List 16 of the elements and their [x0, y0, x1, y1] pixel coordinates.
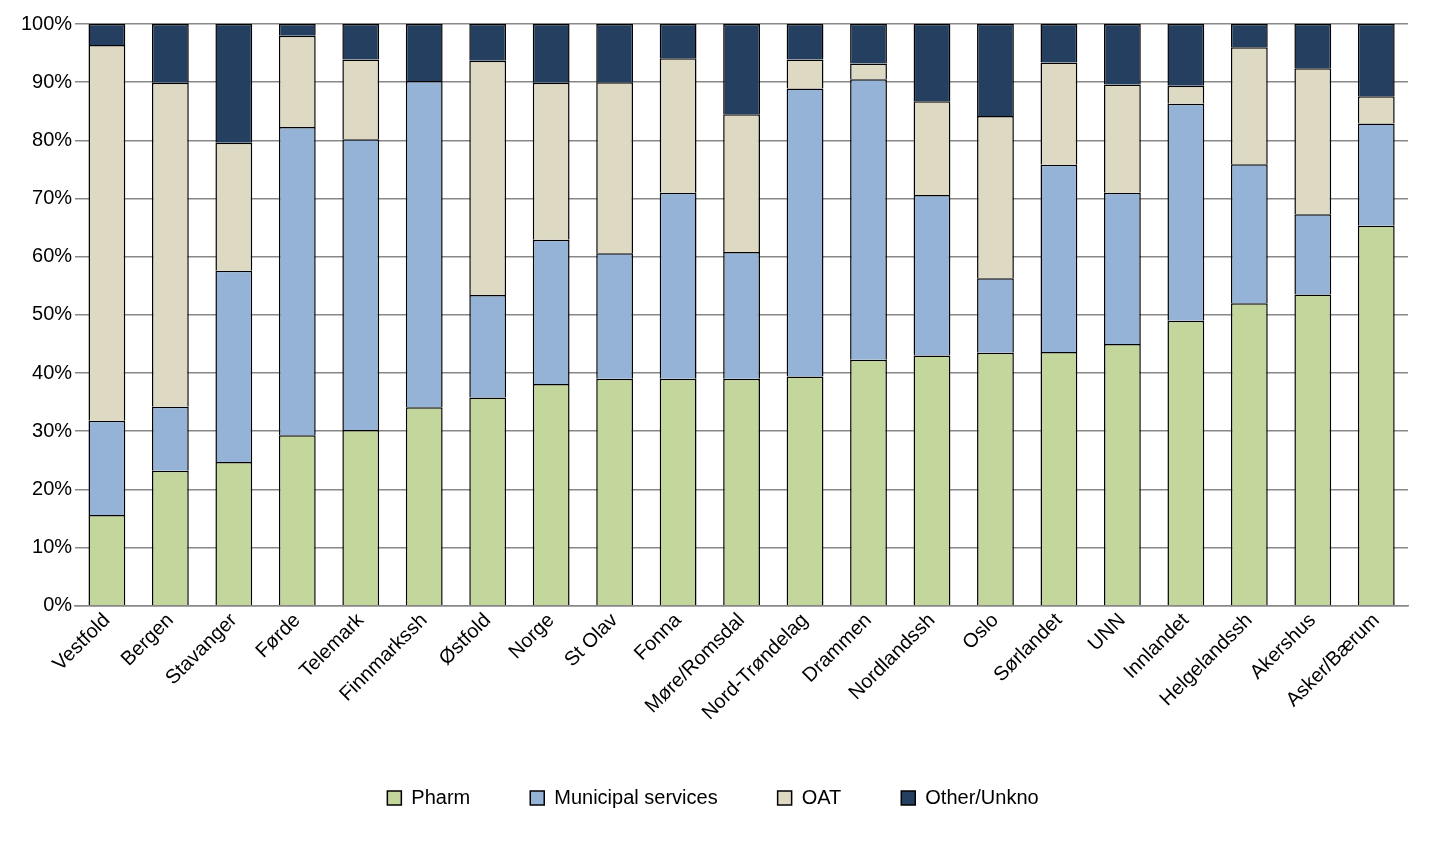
- y-tick-label: 0%: [43, 593, 73, 616]
- y-tick-label: 20%: [32, 476, 73, 499]
- y-tick-label: 80%: [32, 127, 73, 150]
- legend-label: Other/Unkno: [925, 785, 1039, 808]
- legend-label: Pharm: [411, 785, 471, 808]
- y-tick-label: 40%: [32, 360, 73, 383]
- y-tick-label: 70%: [32, 186, 73, 209]
- x-tick-label: St Olav: [559, 608, 622, 671]
- legend-label: Municipal services: [554, 785, 718, 808]
- y-tick-label: 50%: [32, 302, 73, 325]
- y-tick-label: 100%: [21, 11, 73, 34]
- y-tick-label: 90%: [32, 69, 73, 92]
- y-tick-label: 10%: [32, 535, 73, 558]
- legend-label: OAT: [801, 785, 842, 808]
- y-tick-label: 30%: [32, 418, 73, 441]
- y-tick-label: 60%: [32, 244, 73, 267]
